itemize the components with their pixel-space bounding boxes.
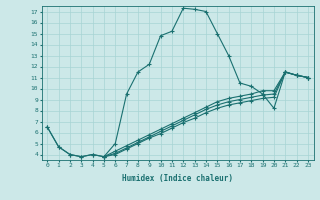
X-axis label: Humidex (Indice chaleur): Humidex (Indice chaleur) xyxy=(122,174,233,183)
